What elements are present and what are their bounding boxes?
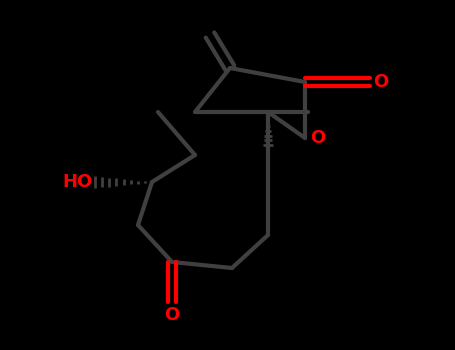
Text: HO: HO <box>63 173 93 191</box>
Text: O: O <box>164 306 180 324</box>
Text: O: O <box>310 129 325 147</box>
Text: O: O <box>373 73 388 91</box>
